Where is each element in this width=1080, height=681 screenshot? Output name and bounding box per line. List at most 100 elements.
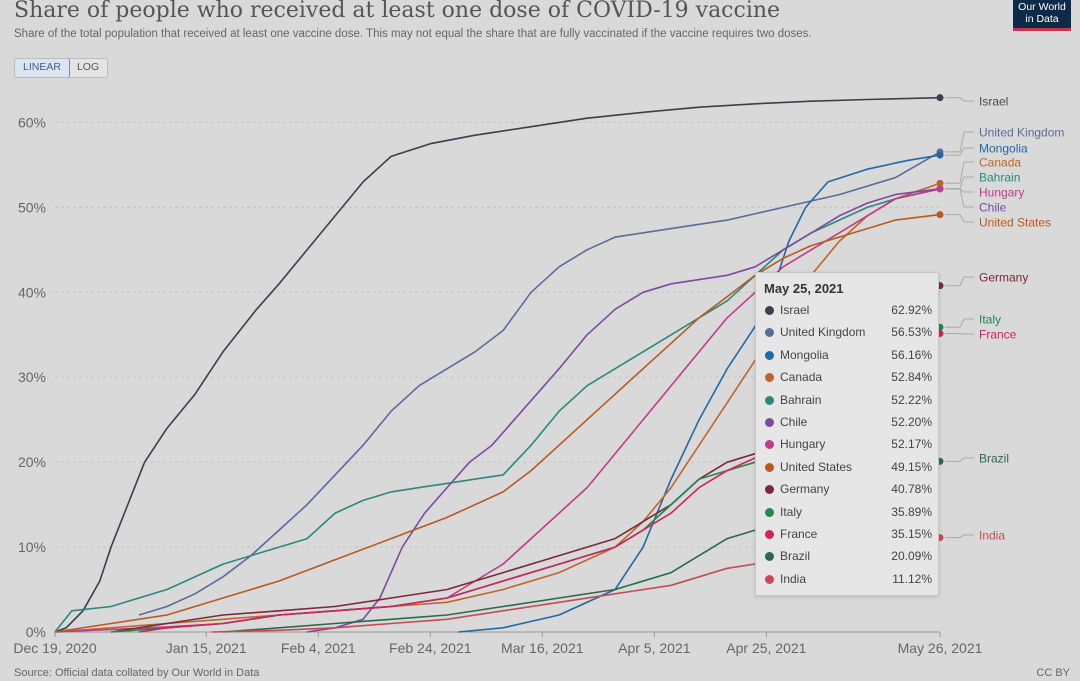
legend-dot-icon: [765, 507, 774, 517]
axes: 0% 10% 20% 30% 40% 50% 60% Dec 19, 2020 Jan 15, …: [13, 114, 982, 656]
series-end-marker: [936, 94, 944, 102]
tooltip-row: Italy 35.89%: [764, 503, 932, 523]
legend-dot-icon: [765, 440, 774, 450]
tooltip-country: Italy: [780, 504, 803, 519]
tooltip-country: Germany: [780, 482, 830, 497]
end-label-text: Germany: [979, 271, 1028, 285]
label-connector: [945, 188, 974, 193]
end-label-text: India: [979, 529, 1005, 543]
logo-line-2: in Data: [1025, 13, 1059, 25]
source-note: Source: Official data collated by Our Wo…: [14, 667, 260, 679]
series-line: [54, 182, 941, 633]
end-label-text: Chile: [979, 201, 1007, 215]
y-tick-label: 60%: [18, 114, 46, 130]
tooltip-value: 40.78%: [891, 482, 932, 497]
tooltip-row: Bahrain 52.22%: [764, 391, 932, 411]
logo-accent-bar: [1013, 28, 1071, 31]
tooltip-row: Germany 40.78%: [764, 480, 932, 500]
series-end-marker: [936, 185, 944, 193]
end-label-text: Hungary: [979, 186, 1024, 200]
tooltip-country: Hungary: [780, 437, 826, 452]
x-tick-label: Feb 4, 2021: [281, 640, 356, 656]
hover-tooltip: May 25, 2021 Israel 62.92% United Kingdom 5…: [755, 272, 939, 596]
chart-title: Share of people who received at least on…: [14, 0, 781, 23]
tooltip-value: 49.15%: [891, 459, 932, 474]
tooltip-date: May 25, 2021: [764, 281, 844, 296]
label-connector: [945, 214, 974, 223]
series-line: [138, 151, 941, 616]
end-label-text: Mongolia: [979, 142, 1028, 156]
series-end-marker: [936, 179, 944, 187]
tooltip-value: 52.17%: [891, 437, 932, 452]
legend-dot-icon: [765, 485, 774, 495]
series-end-marker: [936, 151, 944, 159]
legend-dot-icon: [765, 418, 774, 427]
owid-logo[interactable]: Our World in Data: [1013, 0, 1071, 31]
legend-dot-icon: [765, 395, 774, 405]
tooltip-row: Brazil 20.09%: [764, 547, 932, 567]
series-line: [54, 96, 941, 633]
tooltip-country: United Kingdom: [780, 325, 866, 340]
tooltip-value: 11.12%: [892, 571, 932, 586]
log-scale-button[interactable]: LOG: [76, 61, 100, 73]
label-connector: [945, 534, 974, 539]
tooltip-country: Brazil: [780, 549, 811, 564]
tooltip-value: 56.53%: [891, 325, 932, 340]
tooltip-country: Mongolia: [780, 347, 829, 362]
y-tick-label: 10%: [18, 539, 46, 555]
x-tick-label: Mar 16, 2021: [501, 640, 584, 656]
chart-subtitle: Share of the total population that recei…: [14, 28, 812, 40]
legend-dot-icon: [765, 306, 774, 315]
end-labels: Israel United Kingdom MongoliaCanadaBahrai…: [945, 95, 1064, 543]
tooltip-row: Hungary 52.17%: [764, 435, 932, 455]
x-tick-label: May 26, 2021: [898, 640, 983, 656]
tooltip-value: 35.89%: [891, 504, 932, 519]
legend-dot-icon: [765, 350, 774, 360]
end-label-text: United Kingdom: [979, 126, 1064, 140]
label-connector: [945, 276, 974, 287]
tooltip-country: United States: [780, 459, 853, 474]
tooltip-country: France: [780, 527, 818, 541]
x-tick-label: Dec 19, 2020: [13, 640, 96, 656]
tooltip-row: Mongolia 56.16%: [764, 346, 932, 366]
y-tick-label: 40%: [18, 284, 46, 300]
tooltip-value: 35.15%: [891, 527, 932, 541]
y-tick-label: 20%: [18, 454, 46, 470]
gridlines: [55, 121, 940, 633]
label-connector: [945, 147, 974, 156]
tooltip-value: 52.84%: [891, 370, 932, 385]
end-label-text: Israel: [979, 95, 1008, 109]
tooltip-value: 62.92%: [891, 303, 932, 317]
y-tick-label: 0%: [26, 624, 46, 640]
tooltip-country: Chile: [780, 415, 808, 429]
tooltip-value: 20.09%: [891, 549, 932, 564]
tooltip-country: Canada: [780, 370, 823, 385]
label-connector: [945, 188, 974, 208]
linear-scale-button[interactable]: LINEAR: [15, 59, 70, 77]
tooltip-row: Chile 52.20%: [764, 413, 932, 433]
tooltip-value: 52.20%: [891, 415, 932, 429]
license-link[interactable]: CC BY: [1036, 667, 1070, 679]
series-line: [54, 213, 941, 633]
tooltip-row: United States 49.15%: [764, 458, 932, 478]
tooltip-value: 52.22%: [891, 392, 932, 407]
label-connector: [945, 318, 974, 328]
tooltip-row: India 11.12%: [764, 570, 932, 590]
tooltip-row: Canada 52.84%: [764, 368, 932, 388]
end-label-text: Brazil: [979, 452, 1009, 466]
tooltip-row: United Kingdom 56.53%: [764, 323, 932, 343]
label-connector: [945, 97, 974, 102]
tooltip-country: Israel: [780, 303, 810, 317]
end-label-text: Canada: [979, 156, 1021, 170]
x-tick-label: Feb 24, 2021: [389, 640, 472, 656]
tooltip-row: France 35.15%: [764, 525, 932, 545]
tooltip-value: 56.16%: [891, 347, 932, 362]
legend-dot-icon: [765, 574, 774, 584]
legend-dot-icon: [765, 462, 774, 472]
scale-toggle: LINEAR LOG: [14, 58, 109, 78]
end-label-text: France: [979, 328, 1017, 342]
end-label-text: United States: [979, 216, 1051, 230]
logo-line-1: Our World: [1018, 1, 1066, 13]
tooltip-country: Bahrain: [780, 392, 822, 407]
end-label-text: Italy: [979, 313, 1001, 327]
